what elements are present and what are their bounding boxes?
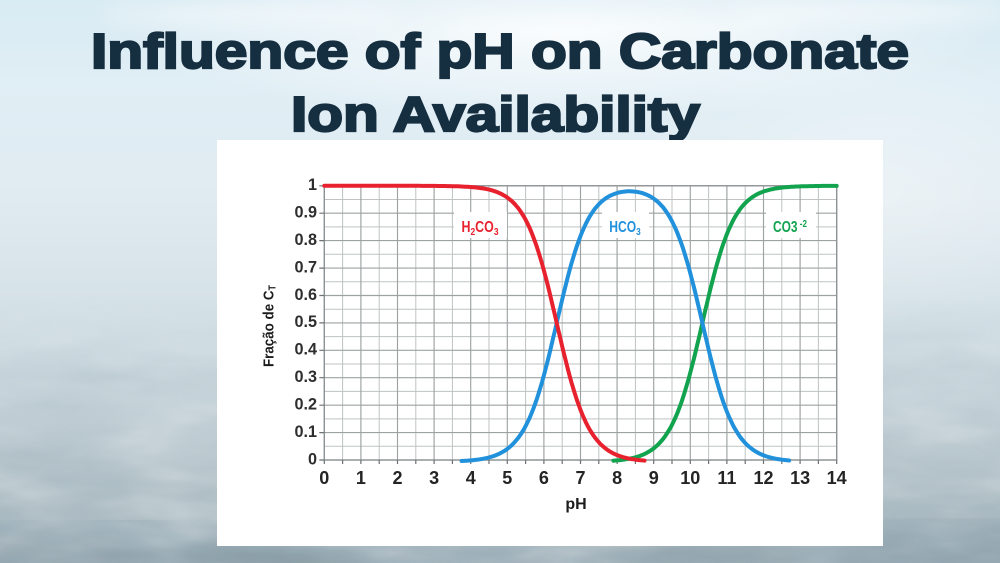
- svg-text:0.3: 0.3: [294, 368, 317, 386]
- svg-text:9: 9: [648, 468, 658, 488]
- svg-text:6: 6: [538, 468, 548, 488]
- svg-text:0.8: 0.8: [294, 230, 317, 248]
- svg-text:0.9: 0.9: [294, 203, 317, 221]
- svg-text:0.4: 0.4: [294, 340, 317, 358]
- svg-text:7: 7: [575, 468, 585, 488]
- svg-text:HCO3: HCO3: [609, 218, 641, 237]
- svg-text:0.5: 0.5: [294, 313, 317, 331]
- svg-text:1: 1: [308, 176, 317, 194]
- svg-text:1: 1: [355, 468, 365, 488]
- svg-text:0.6: 0.6: [294, 285, 317, 303]
- svg-text:3: 3: [429, 468, 439, 488]
- svg-text:14: 14: [826, 468, 846, 488]
- svg-text:4: 4: [465, 468, 475, 488]
- svg-text:Influence of pH on Carbonate: Influence of pH on Carbonate: [91, 25, 909, 79]
- svg-text:0.1: 0.1: [294, 422, 317, 440]
- svg-text:8: 8: [612, 468, 622, 488]
- svg-text:0: 0: [319, 468, 329, 488]
- svg-text:11: 11: [717, 468, 736, 488]
- svg-text:2: 2: [392, 468, 402, 488]
- svg-text:Ion Availability: Ion Availability: [291, 88, 700, 142]
- svg-text:0.2: 0.2: [294, 395, 317, 413]
- svg-text:Fração de CT: Fração de CT: [260, 285, 278, 367]
- svg-text:13: 13: [790, 468, 810, 488]
- svg-text:5: 5: [502, 468, 512, 488]
- svg-text:pH: pH: [565, 495, 586, 512]
- svg-text:H2CO3: H2CO3: [461, 218, 498, 237]
- svg-text:0: 0: [308, 450, 317, 468]
- svg-text:0.7: 0.7: [294, 258, 317, 276]
- svg-text:12: 12: [753, 468, 773, 488]
- svg-text:10: 10: [680, 468, 700, 488]
